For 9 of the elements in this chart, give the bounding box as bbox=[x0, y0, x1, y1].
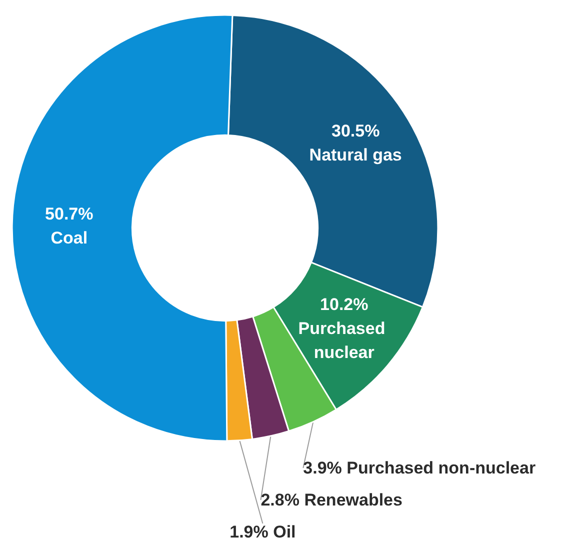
slice-label: Purchased nuclear bbox=[298, 319, 390, 362]
slice-label: 2.8% Renewables bbox=[260, 490, 402, 510]
slice-label: 3.9% Purchased non-nuclear bbox=[303, 458, 536, 478]
data-label: 50.7% bbox=[45, 204, 94, 224]
data-label: 30.5% bbox=[331, 121, 380, 140]
slice-label: Coal bbox=[50, 228, 88, 248]
data-label: 10.2% bbox=[320, 295, 368, 314]
slice-label: Natural gas bbox=[309, 145, 402, 164]
slice-label: 1.9% Oil bbox=[230, 522, 296, 542]
